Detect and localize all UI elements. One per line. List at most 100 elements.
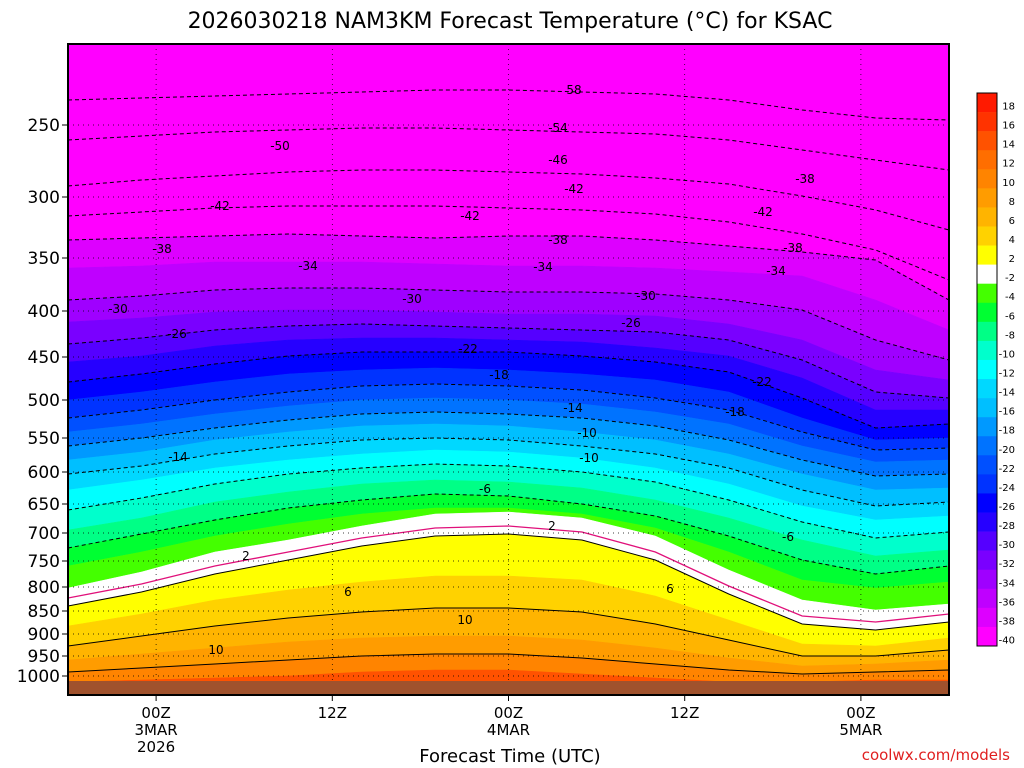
colorbar-swatch <box>977 169 997 189</box>
x-tick-label: 4MAR <box>487 721 530 739</box>
contour-label: 58 <box>566 83 581 97</box>
isotherm-line <box>68 323 949 399</box>
colorbar-swatch <box>977 493 997 513</box>
contour-label: -42 <box>564 182 584 196</box>
contour-label: 10 <box>208 643 223 657</box>
y-tick-label: 900 <box>28 625 60 645</box>
contour-label: -30 <box>108 302 128 316</box>
isotherm-line <box>68 351 949 429</box>
colorbar-label: -40 <box>999 635 1015 646</box>
colorbar-label: 10 <box>1002 178 1015 189</box>
x-tick-label: 12Z <box>670 704 699 722</box>
contour-label: -38 <box>783 241 803 255</box>
colorbar-swatch <box>977 531 997 551</box>
colorbar-swatch <box>977 417 997 437</box>
colorbar-label: -26 <box>999 502 1015 513</box>
contour-label: -54 <box>548 121 568 135</box>
contour-label: -34 <box>298 259 318 273</box>
x-tick-label: 3MAR <box>135 721 178 739</box>
colorbar-label: -4 <box>1005 292 1015 303</box>
contour-label: -14 <box>168 450 188 464</box>
colorbar-swatch <box>977 207 997 227</box>
colorbar-label: -20 <box>999 445 1015 456</box>
contour-label: -42 <box>460 209 480 223</box>
isotherm-line <box>68 287 949 361</box>
colorbar-swatch <box>977 340 997 361</box>
colorbar-label: -36 <box>999 597 1015 608</box>
plot-area <box>67 43 950 696</box>
contour-label: -26 <box>167 327 187 341</box>
ground-band <box>68 681 949 695</box>
colorbar-swatch <box>977 569 997 590</box>
contour-label: 2 <box>242 549 250 563</box>
colorbar-label: 6 <box>1009 216 1015 227</box>
colorbar-swatch <box>977 359 997 380</box>
colorbar-label: 16 <box>1002 121 1015 132</box>
contour-label: -30 <box>636 289 656 303</box>
colorbar-swatch <box>977 550 997 571</box>
colorbar-label: -32 <box>999 559 1015 570</box>
colorbar-swatch <box>977 150 997 170</box>
y-tick-label: 1000 <box>17 667 60 687</box>
contour-label: -26 <box>621 316 641 330</box>
colorbar-swatch <box>977 188 997 208</box>
contour-label: -10 <box>579 451 599 465</box>
colorbar-swatch <box>977 131 997 151</box>
contour-label: -6 <box>782 530 794 544</box>
freezing-line <box>68 525 949 623</box>
contour-label: -22 <box>752 375 772 389</box>
colorbar-swatch <box>977 512 997 532</box>
isotherm-line <box>68 169 949 231</box>
y-tick-label: 850 <box>28 602 60 622</box>
contour-label: -46 <box>548 153 568 167</box>
isotherm-line <box>68 493 949 575</box>
y-tick-label: 350 <box>28 249 60 269</box>
colorbar-swatch <box>977 398 997 418</box>
x-tick-label: 00Z <box>494 704 523 722</box>
contour-label: -30 <box>402 292 422 306</box>
contour-label: -14 <box>563 401 583 415</box>
colorbar-label: 12 <box>1002 159 1015 170</box>
colorbar-label: -12 <box>999 369 1015 380</box>
isotherm-line <box>68 463 949 539</box>
isotherm-line <box>68 383 949 451</box>
colorbar-swatch <box>977 455 997 475</box>
colorbar-label: -10 <box>999 349 1015 360</box>
contour-label: -18 <box>725 405 745 419</box>
colorbar-frame <box>976 92 998 647</box>
colorbar-swatch <box>977 474 997 494</box>
colorbar-swatch <box>977 112 997 132</box>
x-tick-label: 00Z <box>846 704 875 722</box>
y-tick-label: 300 <box>28 188 60 208</box>
colorbar-label: -18 <box>999 426 1015 437</box>
colorbar-label: -16 <box>999 407 1015 418</box>
contour-label: 6 <box>666 582 674 596</box>
colorbar-label: -24 <box>999 483 1015 494</box>
colorbar-swatch <box>977 245 997 265</box>
contour-label: -22 <box>458 342 478 356</box>
y-tick-label: 600 <box>28 463 60 483</box>
isotherm-line <box>68 607 949 657</box>
colorbar-label: -8 <box>1005 330 1015 341</box>
credit-text: coolwx.com/models <box>862 746 1010 764</box>
colorbar-swatch <box>977 302 997 323</box>
x-axis-label: Forecast Time (UTC) <box>419 746 600 767</box>
x-tick-label: 12Z <box>318 704 347 722</box>
contour-label: -34 <box>533 260 553 274</box>
colorbar-swatch <box>977 436 997 456</box>
x-tick-label: 5MAR <box>839 721 882 739</box>
contour-label: -18 <box>489 368 509 382</box>
contour-label: -10 <box>577 426 597 440</box>
chart-title: 2026030218 NAM3KM Forecast Temperature (… <box>188 9 833 34</box>
contour-label: 6 <box>344 585 352 599</box>
colorbar-swatch <box>977 264 997 284</box>
contour-label: -42 <box>753 205 773 219</box>
contour-label: 2 <box>548 519 556 533</box>
y-tick-label: 650 <box>28 495 60 515</box>
isotherm-line <box>68 127 949 171</box>
contour-labels: 58 -54 -50 -46 -42 -38 -42 -42 -42 -38 -38 -38 -34 -3… <box>108 83 815 657</box>
contour-label: -38 <box>152 242 172 256</box>
colorbar-swatch <box>977 283 997 304</box>
colorbar-label: -38 <box>999 616 1015 627</box>
contour-label: -38 <box>548 233 568 247</box>
